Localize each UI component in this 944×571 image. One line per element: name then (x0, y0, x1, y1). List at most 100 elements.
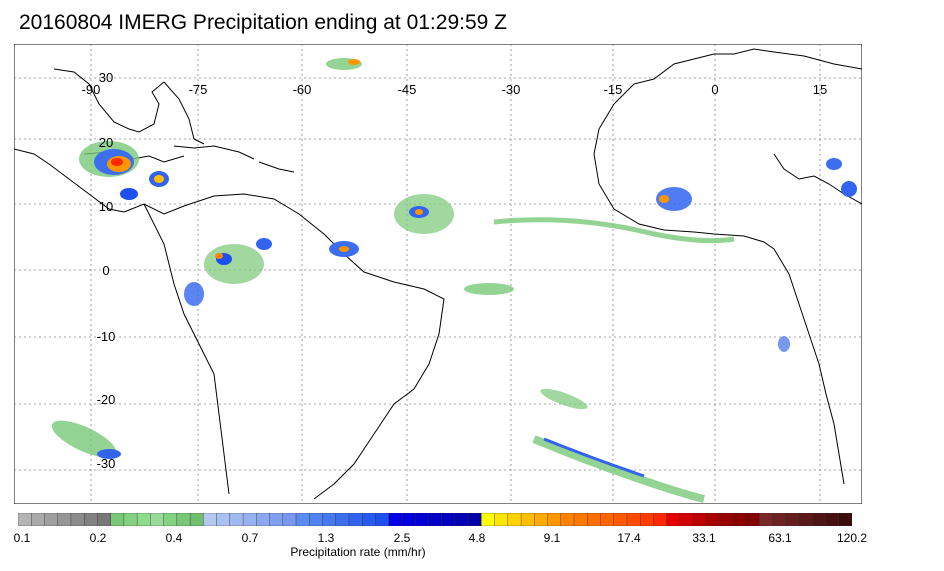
colorbar-cell (838, 513, 852, 526)
colorbar-cell (136, 513, 151, 526)
colorbar-tick: 2.5 (393, 531, 411, 545)
colorbar-cell (732, 513, 747, 526)
colorbar-ticks: 0.1 0.2 0.4 0.7 1.3 2.5 4.8 9.1 17.4 33.… (0, 531, 944, 547)
longitude-labels: -90 -75 -60 -45 -30 -15 0 15 (82, 82, 828, 97)
colorbar-cell (414, 513, 429, 526)
colorbar-cell (269, 513, 284, 526)
colorbar-cell (587, 513, 601, 526)
colorbar-cell (44, 513, 59, 526)
colorbar-cell (189, 513, 204, 526)
colorbar-cell (18, 513, 32, 526)
colorbar-cell (812, 513, 827, 526)
lat-label: 10 (99, 199, 113, 214)
colorbar-cell (335, 513, 350, 526)
colorbar-tick: 1.3 (317, 531, 335, 545)
lon-label: -75 (189, 82, 208, 97)
colorbar-cell (401, 513, 416, 526)
precipitation-map: -90 -75 -60 -45 -30 -15 0 15 30 20 10 0 … (14, 44, 862, 504)
colorbar-tick: 17.4 (617, 531, 641, 545)
colorbar-cell (772, 513, 787, 526)
colorbar-tick: 4.8 (468, 531, 486, 545)
colorbar-cell (375, 513, 390, 526)
colorbar-cell (150, 513, 165, 526)
colorbar-cell (97, 513, 112, 526)
colorbar-cell (454, 513, 469, 526)
colorbar-tick: 0.4 (165, 531, 183, 545)
colorbar (18, 513, 852, 526)
colorbar-cell (560, 513, 575, 526)
colorbar-tick: 0.1 (13, 531, 31, 545)
colorbar-cell (467, 513, 482, 526)
colorbar-cell (203, 513, 218, 526)
colorbar-cell (507, 513, 522, 526)
colorbar-cell (348, 513, 363, 526)
lat-label: 20 (99, 135, 113, 150)
colorbar-cell (626, 513, 641, 526)
colorbar-cell (706, 513, 721, 526)
colorbar-cell (666, 513, 681, 526)
colorbar-cell (229, 513, 244, 526)
colorbar-cell (428, 513, 443, 526)
colorbar-cell (613, 513, 628, 526)
colorbar-cell (242, 513, 257, 526)
colorbar-tick: 0.2 (89, 531, 107, 545)
colorbar-cell (494, 513, 509, 526)
map-title: 20160804 IMERG Precipitation ending at 0… (19, 11, 507, 34)
colorbar-tick: 0.7 (241, 531, 259, 545)
colorbar-cell (653, 513, 668, 526)
colorbar-cell (441, 513, 456, 526)
colorbar-cell (256, 513, 271, 526)
colorbar-cell (679, 513, 694, 526)
colorbar-cell (282, 513, 297, 526)
colorbar-cell (110, 513, 125, 526)
lat-label: -30 (97, 456, 116, 471)
lon-label: 15 (813, 82, 827, 97)
colorbar-cell (719, 513, 734, 526)
lon-label: -15 (604, 82, 623, 97)
colorbar-cell (520, 513, 535, 526)
lon-label: 0 (711, 82, 718, 97)
precipitation-cells (51, 58, 857, 503)
colorbar-cell (295, 513, 310, 526)
colorbar-cell (322, 513, 337, 526)
colorbar-cell (70, 513, 85, 526)
colorbar-cell (692, 513, 707, 526)
colorbar-cell (57, 513, 72, 526)
map-frame (14, 44, 862, 504)
lon-label: -45 (398, 82, 417, 97)
colorbar-tick: 63.1 (768, 531, 792, 545)
colorbar-cell (481, 513, 496, 526)
lon-label: -30 (502, 82, 521, 97)
colorbar-tick: 33.1 (692, 531, 716, 545)
latitude-labels: 30 20 10 0 -10 -20 -30 (97, 70, 116, 471)
colorbar-cell (216, 513, 231, 526)
colorbar-cell (785, 513, 800, 526)
coastlines (14, 48, 862, 500)
colorbar-cell (31, 513, 45, 526)
colorbar-cell (600, 513, 615, 526)
colorbar-cell (573, 513, 588, 526)
colorbar-tick: 9.1 (543, 531, 561, 545)
colorbar-cell (759, 513, 774, 526)
colorbar-cell (123, 513, 138, 526)
colorbar-cell (83, 513, 98, 526)
colorbar-cell (309, 513, 323, 526)
lat-label: 30 (99, 70, 113, 85)
lon-label: -60 (293, 82, 312, 97)
colorbar-cell (547, 513, 562, 526)
colorbar-cell (176, 513, 191, 526)
colorbar-cell (361, 513, 376, 526)
lat-label: 0 (102, 263, 109, 278)
graticule (14, 44, 862, 504)
colorbar-cell (798, 513, 813, 526)
colorbar-cell (745, 513, 760, 526)
colorbar-cell (825, 513, 840, 526)
colorbar-units-label: Precipitation rate (mm/hr) (290, 545, 426, 559)
colorbar-cell (388, 513, 403, 526)
colorbar-cell (639, 513, 654, 526)
colorbar-cell (163, 513, 178, 526)
lat-label: -20 (97, 392, 116, 407)
colorbar-cell (534, 513, 549, 526)
lat-label: -10 (97, 329, 116, 344)
lon-label: -90 (82, 82, 101, 97)
